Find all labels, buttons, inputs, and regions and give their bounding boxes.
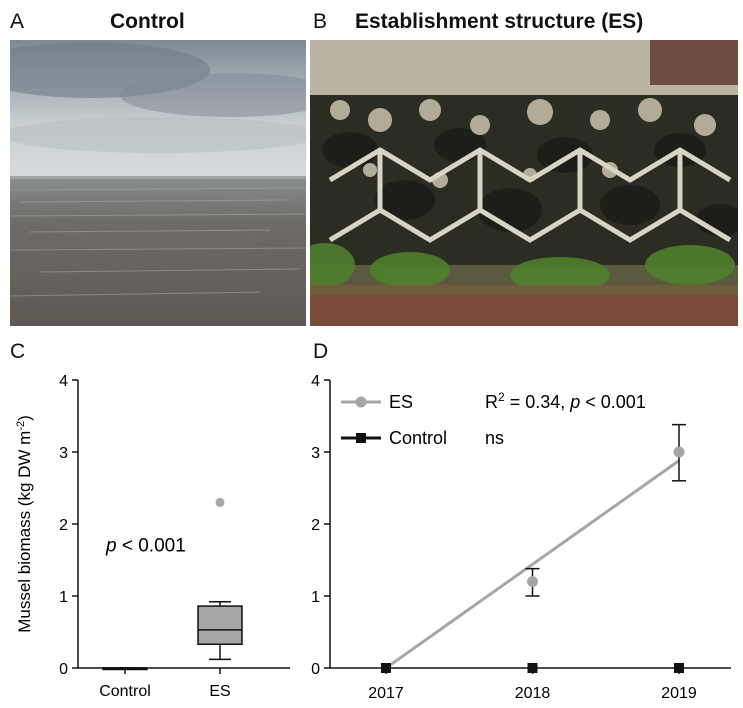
legend-control-marker — [356, 433, 366, 443]
y-tick-label: 1 — [59, 589, 68, 606]
panel-letter-c: C — [10, 340, 26, 363]
panel-title-control: Control — [110, 10, 185, 33]
x-tick-label: ES — [209, 683, 230, 700]
box-es — [197, 497, 243, 661]
panel-letter-b: B — [313, 10, 328, 33]
photo-control-image — [10, 40, 306, 326]
es-regression-stat: R2 = 0.34, p < 0.001 — [485, 390, 646, 412]
p-value-annotation: p < 0.001 — [105, 536, 186, 557]
y-tick-label: 0 — [311, 661, 320, 678]
y-tick-label: 4 — [311, 373, 320, 390]
es-data-point — [527, 576, 538, 588]
box-iqr — [197, 605, 243, 645]
x-tick-label: Control — [99, 683, 151, 700]
panel-letter-a: A — [10, 10, 25, 33]
y-tick-label: 3 — [59, 445, 68, 462]
control-data-point — [381, 663, 391, 673]
y-tick-label: 2 — [311, 517, 320, 534]
y-tick-label: 2 — [59, 517, 68, 534]
x-tick-label: 2017 — [368, 685, 404, 702]
y-axis-label: Mussel biomass (kg DW m-2) — [15, 415, 34, 633]
panel-title-establishment-structure: Establishment structure (ES) — [355, 10, 644, 33]
control-data-point — [527, 663, 538, 673]
control-data-point — [674, 663, 684, 673]
legend-es-label: ES — [389, 392, 413, 412]
box-control — [102, 667, 148, 671]
y-tick-label: 1 — [311, 589, 320, 606]
outlier-point — [215, 497, 225, 507]
y-tick-label: 4 — [59, 373, 68, 390]
legend-control-label: Control — [389, 428, 447, 448]
chart-d-line-plot: 0 1 2 3 4 2017 2018 2019 ES Control R2 = 0.34, p <… — [311, 373, 731, 702]
x-tick-label: 2019 — [661, 685, 697, 702]
panel-letter-d: D — [313, 340, 329, 363]
y-tick-label: 3 — [311, 445, 320, 462]
y-tick-label: 0 — [59, 661, 68, 678]
photo-es-image — [310, 40, 738, 326]
control-stat: ns — [485, 428, 504, 448]
es-fit-line — [385, 459, 680, 670]
x-tick-label: 2018 — [515, 685, 551, 702]
chart-c-box-plot: Mussel biomass (kg DW m-2) 0 1 2 3 4 Control ES… — [15, 373, 290, 700]
photo-establishment-structure — [310, 40, 738, 326]
photo-control-mudflat — [10, 40, 306, 326]
legend-es-marker — [355, 396, 367, 408]
es-data-point — [673, 446, 685, 458]
